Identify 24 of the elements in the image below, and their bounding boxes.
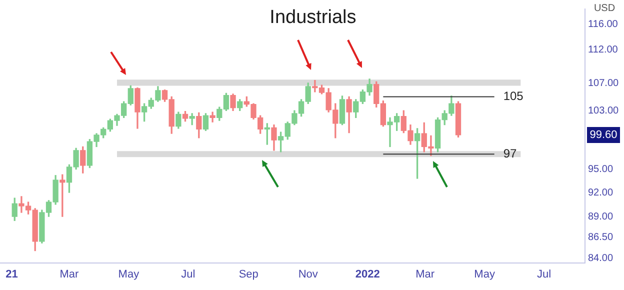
y-tick-label: 107.00 <box>588 78 620 89</box>
y-tick-label: 89.00 <box>588 211 614 222</box>
x-tick-label: 21 <box>6 268 18 280</box>
y-tick-label: 95.00 <box>588 164 614 175</box>
y-tick-label: 84.00 <box>588 253 614 264</box>
x-tick-label: Jul <box>537 268 552 280</box>
ref-line-label: 105 <box>503 89 524 104</box>
chart-title: Industrials <box>270 7 356 28</box>
annotation: 99.60 <box>590 129 618 141</box>
x-tick-label: Nov <box>298 268 318 280</box>
x-tick-label: 2022 <box>355 268 380 280</box>
y-tick-label: 116.00 <box>588 19 618 30</box>
x-tick-label: Sep <box>238 268 258 280</box>
y-tick-label: 112.00 <box>588 44 618 56</box>
x-tick-label: Jul <box>181 268 196 280</box>
y-tick-label: 86.50 <box>588 232 614 243</box>
x-tick-label: Mar <box>60 268 80 280</box>
x-tick-label: Mar <box>416 268 435 280</box>
y-tick-label: 103.00 <box>588 105 620 116</box>
ref-line-label: 97 <box>503 146 517 160</box>
x-tick-label: May <box>118 268 140 280</box>
y-axis-title: USD <box>594 2 616 14</box>
x-tick-label: May <box>474 268 496 280</box>
y-tick-label: 92.00 <box>588 187 614 198</box>
